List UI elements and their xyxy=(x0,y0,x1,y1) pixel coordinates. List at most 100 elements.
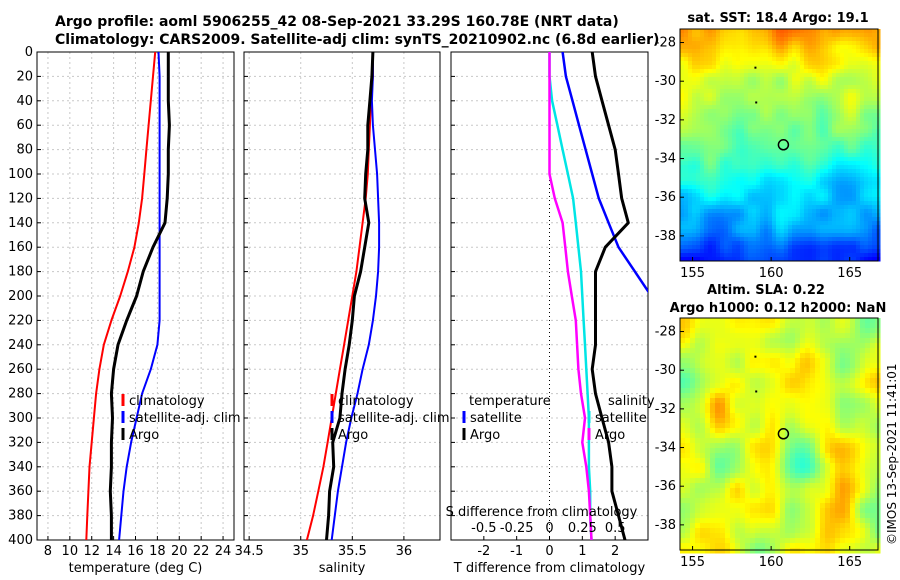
heatmap-cell xyxy=(780,49,785,54)
heatmap-cell xyxy=(870,318,876,324)
heatmap-cell xyxy=(840,388,846,394)
heatmap-cell xyxy=(824,53,829,58)
heatmap-cell xyxy=(812,221,817,226)
heatmap-cell xyxy=(816,61,821,66)
heatmap-cell xyxy=(796,121,801,126)
heatmap-cell xyxy=(870,433,876,439)
heatmap-cell xyxy=(712,217,717,222)
heatmap-cell xyxy=(835,318,841,324)
heatmap-cell xyxy=(768,133,773,138)
heatmap-cell xyxy=(752,149,757,154)
heatmap-cell xyxy=(810,413,816,419)
heatmap-cell xyxy=(745,478,751,484)
heatmap-cell xyxy=(848,65,853,70)
heatmap-cell xyxy=(770,508,776,514)
heatmap-cell xyxy=(852,225,857,230)
heatmap-cell xyxy=(865,348,871,354)
heatmap-cell xyxy=(845,473,851,479)
heatmap-cell xyxy=(868,241,873,246)
heatmap-cell xyxy=(755,418,761,424)
heatmap-cell xyxy=(695,438,701,444)
heatmap-cell xyxy=(720,109,725,114)
heatmap-cell xyxy=(768,81,773,86)
heatmap-cell xyxy=(720,105,725,110)
heatmap-cell xyxy=(744,221,749,226)
heatmap-cell xyxy=(725,508,731,514)
heatmap-cell xyxy=(796,173,801,178)
heatmap-cell xyxy=(760,81,765,86)
heatmap-cell xyxy=(792,33,797,38)
heatmap-cell xyxy=(852,245,857,250)
heatmap-cell xyxy=(828,57,833,62)
heatmap-cell xyxy=(710,413,716,419)
heatmap-cell xyxy=(692,241,697,246)
heatmap-cell xyxy=(732,253,737,258)
heatmap-cell xyxy=(810,403,816,409)
heatmap-cell xyxy=(695,463,701,469)
heatmap-cell xyxy=(708,185,713,190)
heatmap-cell xyxy=(692,93,697,98)
heatmap-cell xyxy=(724,149,729,154)
heatmap-cell xyxy=(684,41,689,46)
heatmap-cell xyxy=(845,318,851,324)
heatmap-cell xyxy=(755,528,761,534)
heatmap-cell xyxy=(708,29,713,34)
heatmap-cell xyxy=(768,229,773,234)
heatmap-cell xyxy=(816,233,821,238)
heatmap-cell xyxy=(685,463,691,469)
heatmap-cell xyxy=(696,137,701,142)
heatmap-cell xyxy=(764,97,769,102)
x-tick-label: 14 xyxy=(105,544,122,559)
heatmap-cell xyxy=(775,523,781,529)
heatmap-cell xyxy=(716,65,721,70)
heatmap-cell xyxy=(870,398,876,404)
heatmap-cell xyxy=(780,113,785,118)
heatmap-cell xyxy=(716,113,721,118)
heatmap-cell xyxy=(850,488,856,494)
heatmap-cell xyxy=(745,318,751,324)
heatmap-cell xyxy=(725,523,731,529)
heatmap-cell xyxy=(770,478,776,484)
heatmap-cell xyxy=(725,418,731,424)
heatmap-cell xyxy=(820,41,825,46)
heatmap-cell xyxy=(864,141,869,146)
heatmap-cell xyxy=(732,53,737,58)
heatmap-cell xyxy=(860,443,866,449)
heatmap-cell xyxy=(690,413,696,419)
heatmap-cell xyxy=(852,129,857,134)
heatmap-cell xyxy=(795,398,801,404)
heatmap-cell xyxy=(685,383,691,389)
heatmap-cell xyxy=(815,318,821,324)
heatmap-cell xyxy=(744,257,749,262)
heatmap-cell xyxy=(750,418,756,424)
heatmap-cell xyxy=(770,483,776,489)
heatmap-cell xyxy=(760,538,766,544)
heatmap-cell xyxy=(690,338,696,344)
heatmap-cell xyxy=(848,133,853,138)
heatmap-cell xyxy=(755,503,761,509)
heatmap-cell xyxy=(704,161,709,166)
heatmap-cell xyxy=(812,205,817,210)
heatmap-cell xyxy=(772,177,777,182)
heatmap-cell xyxy=(844,93,849,98)
heatmap-cell xyxy=(780,403,786,409)
heatmap-cell xyxy=(705,498,711,504)
heatmap-cell xyxy=(680,503,686,509)
heatmap-cell xyxy=(755,383,761,389)
heatmap-cell xyxy=(704,89,709,94)
heatmap-cell xyxy=(775,533,781,539)
heatmap-cell xyxy=(825,518,831,524)
heatmap-cell xyxy=(736,65,741,70)
heatmap-cell xyxy=(745,448,751,454)
heatmap-cell xyxy=(756,29,761,34)
heatmap-cell xyxy=(792,249,797,254)
heatmap-cell xyxy=(825,408,831,414)
heatmap-cell xyxy=(800,388,806,394)
heatmap-cell xyxy=(828,113,833,118)
heatmap-cell xyxy=(848,77,853,82)
heatmap-cell xyxy=(824,137,829,142)
heatmap-cell xyxy=(695,368,701,374)
heatmap-cell xyxy=(852,229,857,234)
heatmap-cell xyxy=(780,97,785,102)
heatmap-cell xyxy=(830,493,836,499)
